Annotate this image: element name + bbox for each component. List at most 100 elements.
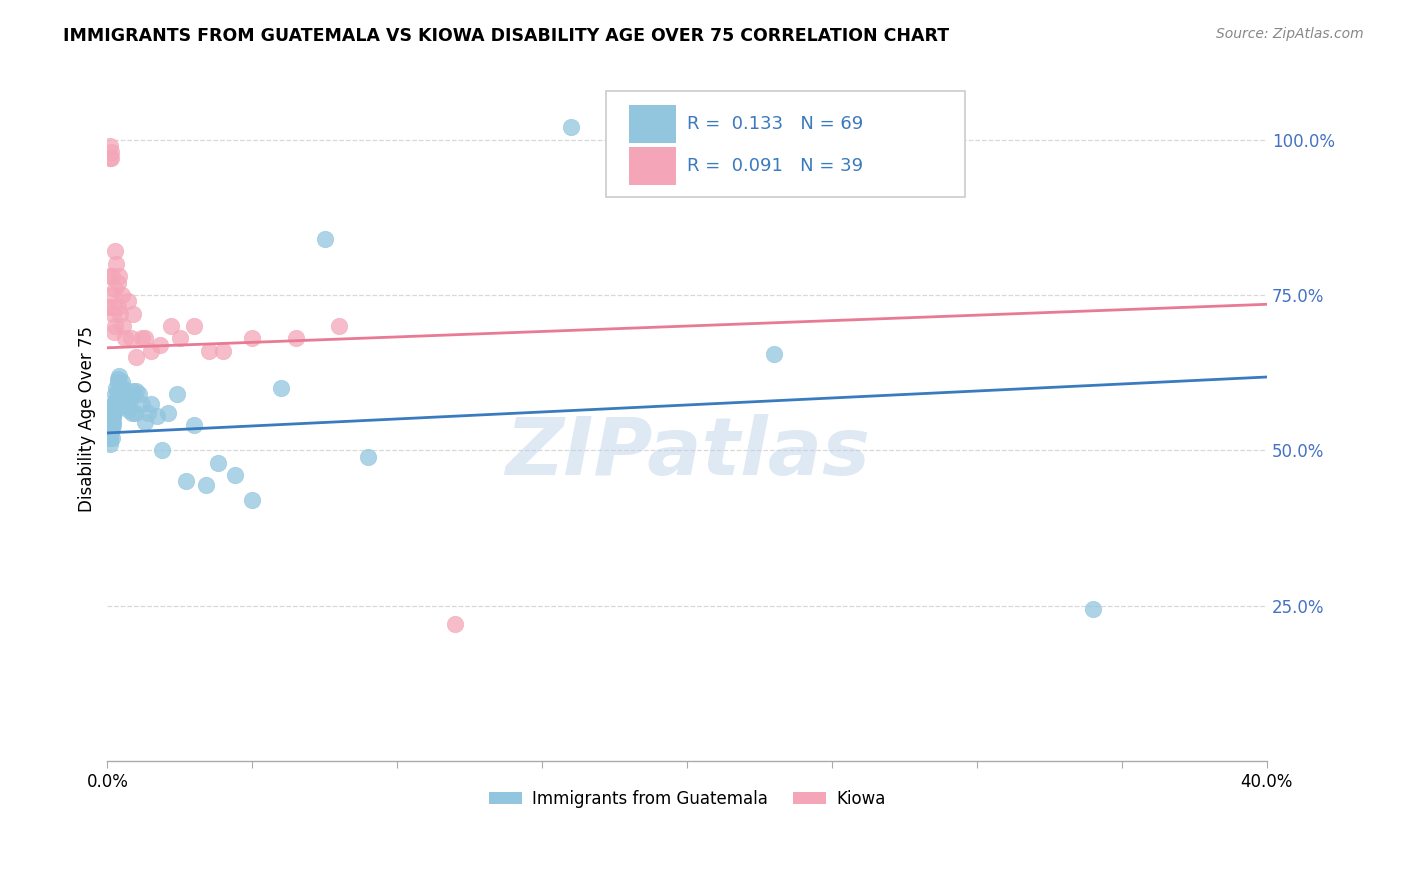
Point (101, 409, 124, 424)
Point (100, 406, 122, 420)
Point (117, 400, 139, 414)
Point (97, 301, 120, 315)
FancyBboxPatch shape (628, 147, 675, 185)
Point (97, 427, 120, 442)
Point (117, 294, 139, 309)
Text: ZIPatlas: ZIPatlas (505, 415, 870, 492)
Point (270, 381, 292, 395)
Point (139, 343, 162, 358)
Point (101, 400, 124, 414)
Point (100, 425, 122, 439)
Point (98, 418, 121, 433)
Point (100, 431, 122, 445)
Point (97, 421, 120, 435)
Point (100, 416, 122, 430)
Point (148, 337, 170, 351)
Point (98, 138, 121, 153)
Point (122, 384, 145, 399)
Point (100, 269, 122, 284)
Point (103, 397, 125, 411)
Point (101, 301, 124, 315)
Point (111, 288, 134, 302)
Point (328, 319, 350, 334)
Point (1081, 602, 1104, 616)
Point (224, 468, 246, 483)
Point (104, 393, 127, 408)
Point (174, 475, 197, 489)
Point (212, 343, 235, 358)
Point (108, 397, 131, 411)
Point (114, 331, 136, 345)
Point (108, 269, 131, 284)
Point (207, 456, 229, 470)
Text: IMMIGRANTS FROM GUATEMALA VS KIOWA DISABILITY AGE OVER 75 CORRELATION CHART: IMMIGRANTS FROM GUATEMALA VS KIOWA DISAB… (63, 27, 949, 45)
Point (104, 397, 127, 411)
Text: R =  0.091   N = 39: R = 0.091 N = 39 (688, 157, 863, 175)
Point (763, 347, 786, 361)
Point (120, 331, 142, 345)
Point (107, 375, 129, 389)
Point (134, 331, 156, 345)
Point (160, 319, 183, 334)
Point (100, 145, 122, 159)
Point (100, 151, 122, 165)
Point (169, 331, 191, 345)
Point (240, 331, 263, 345)
Point (104, 319, 127, 334)
FancyBboxPatch shape (606, 91, 966, 197)
Point (107, 276, 129, 290)
Point (110, 393, 132, 408)
Point (121, 406, 143, 420)
Point (111, 387, 134, 401)
Point (101, 418, 124, 433)
Y-axis label: Disability Age Over 75: Disability Age Over 75 (79, 326, 96, 512)
Point (101, 409, 124, 424)
Point (107, 372, 129, 386)
Point (105, 381, 128, 395)
Point (101, 416, 124, 430)
Point (157, 406, 180, 420)
Point (112, 393, 135, 408)
Point (100, 421, 122, 435)
Point (125, 384, 148, 399)
Point (124, 406, 146, 420)
Point (105, 393, 128, 408)
Point (131, 397, 153, 411)
Point (152, 443, 174, 458)
Point (110, 381, 132, 395)
Point (183, 418, 205, 433)
Point (240, 493, 263, 508)
Text: R =  0.133   N = 69: R = 0.133 N = 69 (688, 115, 863, 133)
Point (103, 406, 125, 420)
Point (100, 288, 122, 302)
Point (112, 319, 135, 334)
Point (107, 301, 129, 315)
Point (112, 381, 135, 395)
Point (101, 403, 124, 417)
Point (444, 617, 467, 632)
Point (560, 120, 582, 135)
Point (98, 431, 121, 445)
Point (100, 412, 122, 426)
Point (98, 151, 121, 165)
Point (111, 375, 134, 389)
Point (107, 384, 129, 399)
Point (104, 403, 127, 417)
Point (131, 331, 153, 345)
Point (108, 384, 131, 399)
Point (104, 244, 127, 259)
Point (108, 368, 131, 383)
Point (104, 387, 127, 401)
Point (115, 397, 138, 411)
Text: Source: ZipAtlas.com: Source: ZipAtlas.com (1216, 27, 1364, 41)
Point (98, 431, 121, 445)
Point (101, 307, 124, 321)
Point (104, 282, 127, 296)
Point (128, 387, 150, 401)
Point (166, 387, 188, 401)
Point (194, 477, 217, 491)
Point (198, 343, 221, 358)
Point (122, 307, 145, 321)
Legend: Immigrants from Guatemala, Kiowa: Immigrants from Guatemala, Kiowa (482, 783, 893, 814)
Point (134, 416, 156, 430)
